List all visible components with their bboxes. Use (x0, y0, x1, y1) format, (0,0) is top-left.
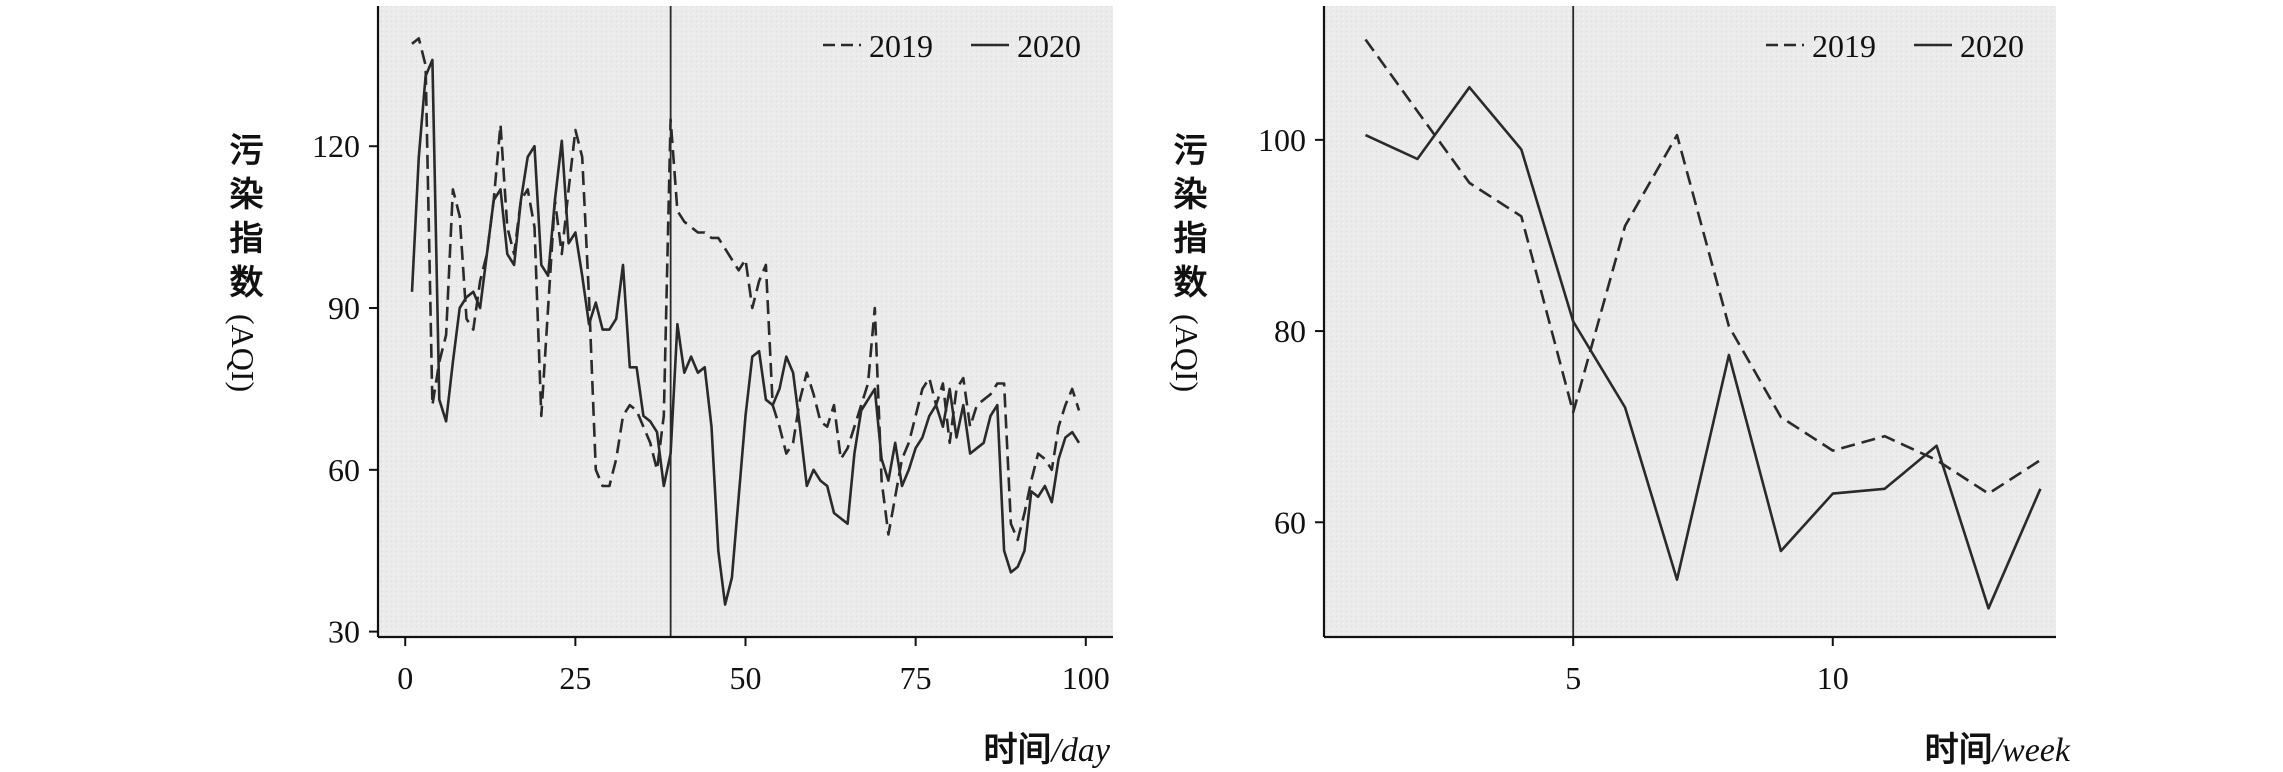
ylabel-right-cn: 污染指数 (1167, 132, 1207, 308)
x-tick-label: 5 (1565, 660, 1581, 696)
y-tick-label: 90 (328, 290, 360, 326)
y-tick-label: 30 (328, 614, 360, 650)
chart-1: 30 60 90 120 0 25 50 75 100 2019 2020 (312, 6, 1113, 696)
plot-background (378, 6, 1113, 637)
x-tick-label: 75 (900, 660, 932, 696)
y-tick-label: 120 (312, 128, 360, 164)
ylabel-left-en: (AQI) (225, 314, 261, 393)
y-tick-label: 60 (328, 452, 360, 488)
legend-label-2019: 2019 (869, 28, 933, 64)
y-tick-label: 80 (1274, 313, 1306, 349)
series-line-2020 (1364, 86, 2042, 610)
xlabel-right: 时间/week (1925, 722, 2070, 771)
legend: 2019 2020 (823, 28, 1081, 64)
series-line-2019 (1364, 38, 2042, 495)
ylabel-right-en: (AQI) (1169, 314, 1205, 393)
series-line-2020 (410, 58, 1081, 606)
x-tick-label: 100 (1062, 660, 1110, 696)
x-tick-label: 50 (730, 660, 762, 696)
y-tick-label: 100 (1258, 122, 1306, 158)
x-tick-label: 10 (1817, 660, 1849, 696)
chart-2: 60 80 100 5 10 2019 2020 (1258, 6, 2056, 696)
ylabel-right: 污染指数 (AQI) (1167, 132, 1207, 393)
legend-label-2020: 2020 (1017, 28, 1081, 64)
plot-background (1324, 6, 2056, 637)
legend-label-2020: 2020 (1960, 28, 2024, 64)
xlabel-left-unit: /day (1051, 732, 1110, 769)
ylabel-left: 污染指数 (AQI) (223, 132, 263, 393)
xlabel-right-unit: /week (1992, 732, 2070, 769)
y-tick-label: 60 (1274, 504, 1306, 540)
ylabel-left-cn: 污染指数 (223, 132, 263, 308)
legend: 2019 2020 (1766, 28, 2024, 64)
xlabel-left: 时间/day (983, 722, 1110, 771)
x-tick-label: 25 (559, 660, 591, 696)
x-tick-label: 0 (397, 660, 413, 696)
legend-label-2019: 2019 (1812, 28, 1876, 64)
xlabel-right-cn: 时间 (1924, 730, 1993, 770)
xlabel-left-cn: 时间 (983, 730, 1052, 770)
